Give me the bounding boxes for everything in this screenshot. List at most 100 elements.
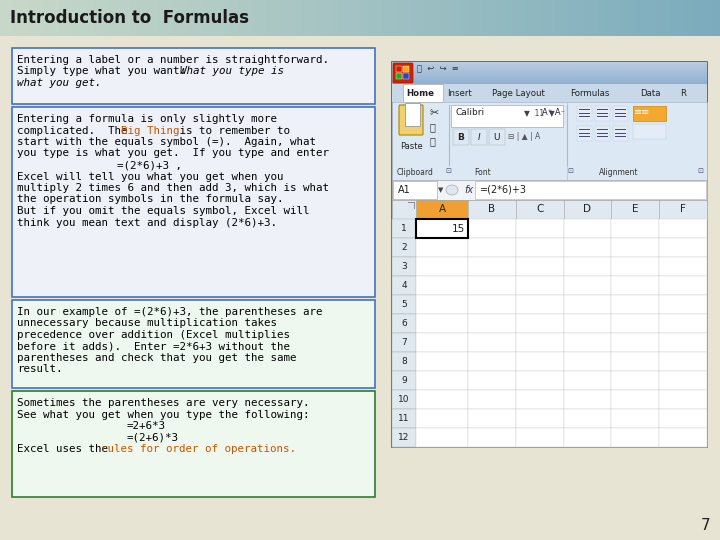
Bar: [392, 77, 707, 78]
Text: B: B: [488, 205, 495, 214]
Bar: [360, 0, 368, 36]
Text: Introduction to  Formulas: Introduction to Formulas: [10, 9, 249, 27]
Bar: [86, 0, 94, 36]
Bar: [660, 333, 707, 352]
Bar: [108, 0, 116, 36]
Text: Paste: Paste: [400, 142, 423, 151]
Bar: [392, 71, 707, 72]
Bar: [516, 276, 564, 295]
Bar: [416, 219, 468, 238]
Bar: [392, 257, 416, 276]
Bar: [392, 70, 707, 71]
Bar: [392, 77, 707, 78]
Bar: [416, 390, 468, 409]
Bar: [468, 333, 516, 352]
Bar: [416, 333, 468, 352]
Bar: [416, 371, 468, 390]
Text: A1: A1: [398, 185, 410, 195]
Text: the operation symbols in the formula say.: the operation symbols in the formula say…: [17, 194, 284, 205]
Bar: [648, 0, 656, 36]
Bar: [392, 102, 707, 180]
Bar: [497, 0, 505, 36]
Text: think you mean text and display (2*6)+3.: think you mean text and display (2*6)+3.: [17, 218, 277, 227]
Bar: [353, 0, 361, 36]
Bar: [554, 0, 562, 36]
Bar: [392, 71, 707, 72]
Bar: [266, 0, 274, 36]
Text: C: C: [536, 205, 544, 214]
Bar: [392, 67, 707, 68]
Text: F: F: [680, 205, 686, 214]
Bar: [259, 0, 267, 36]
Bar: [516, 238, 564, 257]
Bar: [115, 0, 123, 36]
Text: 8: 8: [401, 357, 407, 366]
Bar: [392, 64, 707, 65]
Bar: [144, 0, 152, 36]
Bar: [416, 409, 468, 428]
Text: fx: fx: [464, 185, 473, 195]
Bar: [416, 428, 468, 447]
Text: Formulas: Formulas: [570, 89, 609, 98]
Text: 7: 7: [401, 338, 407, 347]
Bar: [564, 390, 611, 409]
Text: 10: 10: [398, 395, 410, 404]
Bar: [392, 180, 707, 200]
Bar: [392, 70, 707, 71]
Bar: [295, 0, 303, 36]
Text: ✂: ✂: [430, 108, 439, 118]
Bar: [392, 78, 707, 79]
Text: 6: 6: [401, 319, 407, 328]
Bar: [392, 295, 416, 314]
Text: 11: 11: [398, 414, 410, 423]
Bar: [396, 73, 402, 79]
Text: ⊡: ⊡: [697, 168, 703, 174]
Bar: [310, 0, 318, 36]
Bar: [660, 409, 707, 428]
FancyBboxPatch shape: [471, 129, 487, 145]
Bar: [564, 371, 611, 390]
Bar: [403, 66, 409, 72]
Bar: [504, 0, 512, 36]
Text: Alignment: Alignment: [599, 168, 639, 177]
Bar: [416, 352, 468, 371]
Bar: [36, 0, 44, 36]
Bar: [392, 82, 707, 83]
Bar: [392, 79, 707, 80]
Bar: [392, 371, 416, 390]
Bar: [396, 66, 402, 72]
FancyBboxPatch shape: [392, 62, 707, 447]
Bar: [418, 0, 426, 36]
Bar: [367, 0, 375, 36]
Bar: [564, 276, 611, 295]
Bar: [288, 0, 296, 36]
Bar: [101, 0, 109, 36]
Bar: [468, 219, 516, 238]
Bar: [396, 0, 404, 36]
Text: is to remember to: is to remember to: [173, 125, 290, 136]
Text: rules for order of operations.: rules for order of operations.: [101, 444, 296, 454]
Bar: [612, 0, 620, 36]
Bar: [392, 62, 707, 63]
Bar: [392, 238, 416, 257]
Bar: [576, 0, 584, 36]
Bar: [564, 428, 611, 447]
Text: ⊡: ⊡: [567, 168, 573, 174]
Bar: [281, 0, 289, 36]
Bar: [698, 0, 706, 36]
Text: you type is what you get.  If you type and enter: you type is what you get. If you type an…: [17, 148, 329, 159]
Bar: [583, 0, 591, 36]
Bar: [540, 0, 548, 36]
Bar: [626, 0, 634, 36]
Bar: [490, 0, 498, 36]
Text: parentheses and check that you get the same: parentheses and check that you get the s…: [17, 353, 297, 363]
Bar: [392, 276, 416, 295]
Bar: [416, 200, 468, 219]
Bar: [482, 0, 490, 36]
Bar: [392, 66, 707, 68]
Bar: [684, 0, 692, 36]
Bar: [331, 0, 339, 36]
FancyBboxPatch shape: [577, 125, 592, 140]
FancyBboxPatch shape: [453, 129, 469, 145]
Bar: [454, 0, 462, 36]
